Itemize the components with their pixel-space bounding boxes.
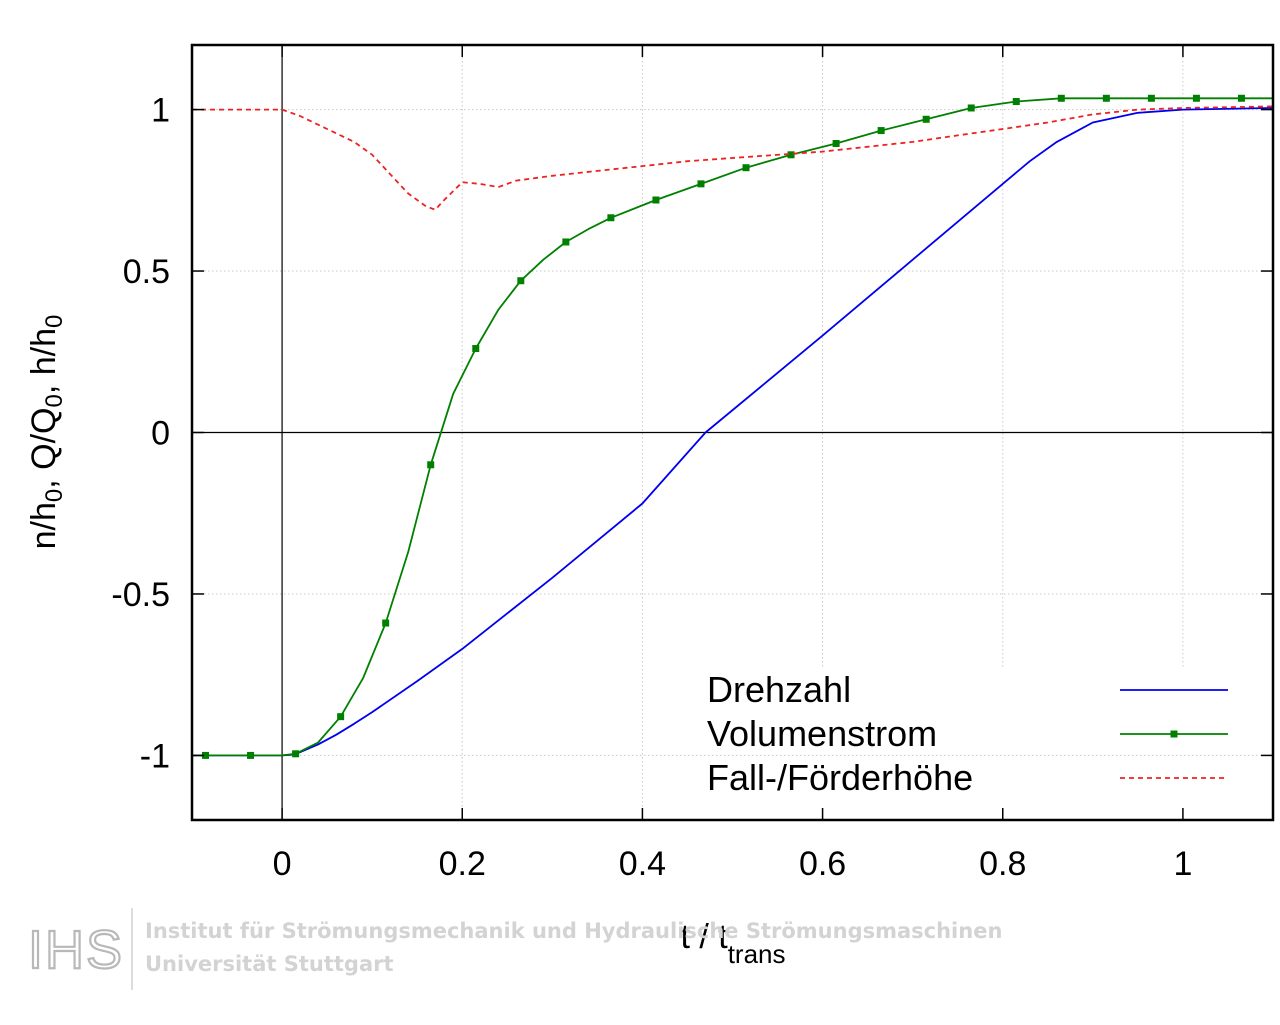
tick-labels: 0 0.2 0.4 0.6 0.8 1 -1 -0.5 0 0.5 1 bbox=[111, 92, 1192, 883]
zero-lines bbox=[192, 45, 1273, 820]
series-line-1 bbox=[192, 97, 1273, 757]
series-marker bbox=[922, 115, 930, 123]
institute-logo: IHS Institut für Strömungsmechanik und H… bbox=[27, 908, 1002, 990]
series-marker bbox=[292, 750, 300, 758]
legend-label-2: Fall-/Förderhöhe bbox=[707, 757, 973, 798]
y-axis-label-subscript: 0 bbox=[41, 489, 68, 502]
y-axis-label-text: , h/h bbox=[25, 328, 63, 394]
series-marker bbox=[1057, 94, 1065, 102]
y-axis-label-text: , Q/Q bbox=[25, 408, 63, 489]
series-marker bbox=[1102, 94, 1110, 102]
x-axis-label: t / ttrans bbox=[680, 918, 785, 969]
series-marker bbox=[967, 104, 975, 112]
legend-label-1: Volumenstrom bbox=[707, 713, 937, 754]
series-marker bbox=[787, 151, 795, 159]
x-tick-label: 0.2 bbox=[439, 845, 486, 883]
legend-marker-1 bbox=[1170, 730, 1178, 738]
y-tick-label: -1 bbox=[140, 737, 170, 775]
x-axis-label-subscript: trans bbox=[728, 939, 786, 969]
series-marker bbox=[877, 127, 885, 135]
logo-institute-line: Institut für Strömungsmechanik und Hydra… bbox=[145, 919, 1002, 943]
grid bbox=[192, 45, 1273, 820]
x-tick-label: 0.8 bbox=[979, 845, 1026, 883]
legend-label-0: Drehzahl bbox=[707, 669, 851, 710]
series-marker bbox=[697, 180, 705, 188]
logo-letters: IHS bbox=[28, 920, 124, 980]
logo-university-line: Universität Stuttgart bbox=[145, 952, 394, 976]
series-marker bbox=[607, 214, 615, 222]
series-marker bbox=[202, 751, 210, 759]
series-marker bbox=[1237, 94, 1245, 102]
y-tick-label: 1 bbox=[151, 92, 170, 130]
series-marker bbox=[1192, 94, 1200, 102]
series-marker bbox=[562, 238, 570, 246]
series-marker bbox=[382, 619, 390, 627]
y-tick-label: 0.5 bbox=[123, 253, 170, 291]
x-tick-label: 0.6 bbox=[799, 845, 846, 883]
series-marker bbox=[247, 751, 255, 759]
y-axis-label-subscript: 0 bbox=[41, 394, 68, 407]
series-marker bbox=[517, 277, 525, 285]
series-marker bbox=[337, 713, 345, 721]
series-marker bbox=[1012, 98, 1020, 106]
y-axis-label: n/h0, Q/Q0, h/h0 bbox=[25, 315, 68, 550]
x-tick-label: 1 bbox=[1173, 845, 1192, 883]
series-marker bbox=[1147, 94, 1155, 102]
series-marker bbox=[742, 164, 750, 172]
series-marker bbox=[652, 196, 660, 204]
x-tick-label: 0.4 bbox=[619, 845, 666, 883]
y-tick-label: -0.5 bbox=[111, 576, 170, 614]
y-axis-label-text: n/h bbox=[25, 502, 63, 549]
series-lines bbox=[192, 94, 1274, 759]
series-marker bbox=[472, 345, 480, 353]
x-tick-label: 0 bbox=[273, 845, 292, 883]
series-line-0 bbox=[192, 107, 1274, 757]
series-line-2 bbox=[192, 105, 1274, 211]
y-axis-label-subscript: 0 bbox=[41, 315, 68, 328]
series-marker bbox=[832, 139, 840, 147]
series-marker bbox=[427, 461, 435, 469]
y-tick-label: 0 bbox=[151, 415, 170, 453]
plot-frame bbox=[190, 43, 1275, 822]
